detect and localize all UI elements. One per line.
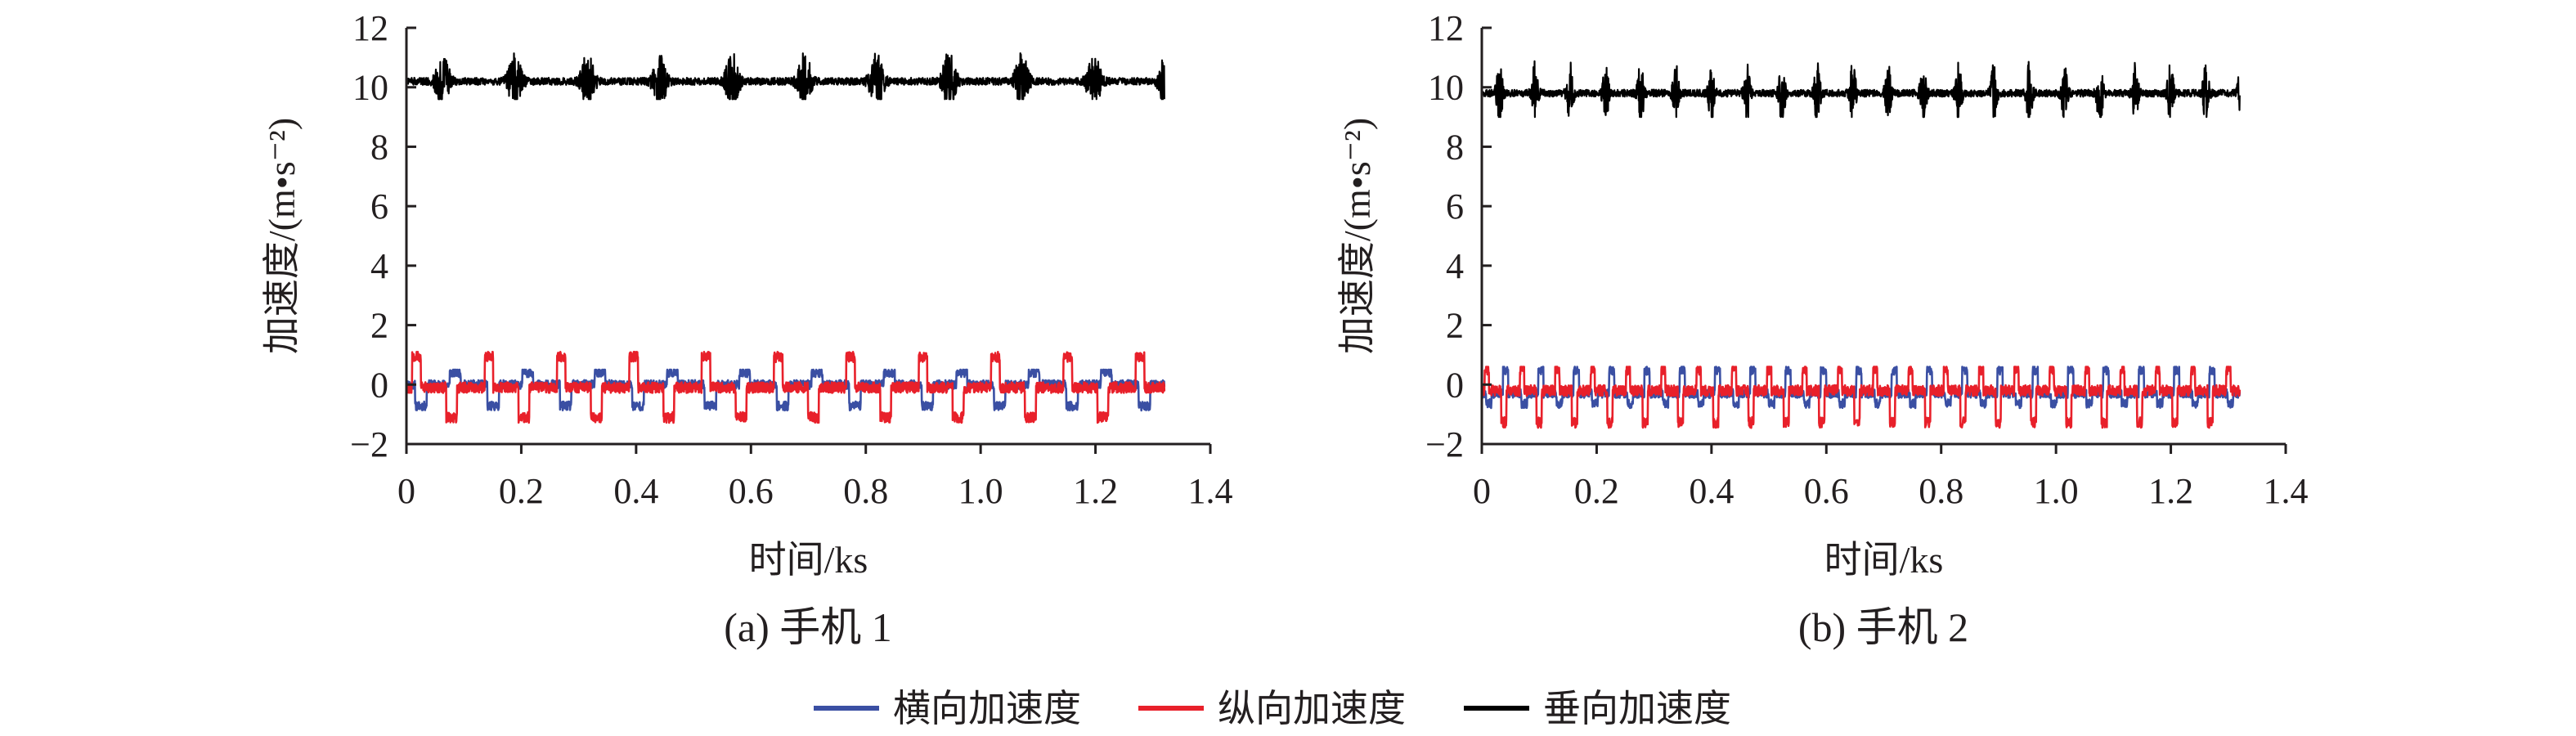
series-layer-a: [405, 52, 1166, 424]
x-ticks-a: 0 0.2 0.4 0.6 0.8 1.0 1.2 1.4: [397, 444, 1233, 511]
y-tick-label-a-5: 8: [370, 127, 388, 167]
y-tick-label-a-7: 12: [352, 8, 388, 48]
y-axis-label-b: 加速度/(m•s⁻²): [1336, 118, 1378, 354]
series-line-longitudinal-a: [405, 350, 1166, 424]
series-layer-b: [1480, 60, 2242, 429]
x-tick-label-b-2: 0.4: [1689, 471, 1734, 511]
legend: 横向加速度 纵向加速度 垂向加速度: [814, 688, 1731, 729]
series-line-vertical-a: [405, 52, 1165, 101]
y-tick-label-a-0: −2: [350, 424, 388, 464]
caption-a: (a) 手机 1: [724, 604, 892, 650]
series-line-lateral-a: [406, 368, 1166, 412]
x-tick-label-a-4: 0.8: [843, 471, 888, 511]
caption-b: (b) 手机 2: [1798, 604, 1968, 650]
x-tick-label-a-0: 0: [397, 471, 415, 511]
x-axis-label-b: 时间/ks: [1824, 539, 1944, 581]
y-tick-label-b-6: 10: [1428, 68, 1464, 108]
y-axis-label-a: 加速度/(m•s⁻²): [261, 118, 303, 354]
y-tick-label-a-4: 6: [370, 186, 388, 227]
y-tick-label-b-3: 4: [1446, 246, 1464, 286]
x-tick-label-a-2: 0.4: [613, 471, 658, 511]
x-tick-label-b-4: 0.8: [1919, 471, 1963, 511]
y-ticks-a: −2 0 2 4 6 8 10 12: [350, 8, 416, 464]
y-tick-label-a-1: 0: [370, 365, 388, 405]
x-tick-label-b-7: 1.4: [2264, 471, 2309, 511]
x-tick-label-b-3: 0.6: [1804, 471, 1849, 511]
legend-label-lateral: 横向加速度: [893, 688, 1081, 729]
y-tick-label-b-7: 12: [1428, 8, 1464, 48]
legend-entry-longitudinal: 纵向加速度: [1138, 688, 1406, 729]
x-tick-label-b-1: 0.2: [1574, 471, 1619, 511]
series-line-vertical-b: [1480, 60, 2241, 119]
x-tick-label-a-1: 0.2: [499, 471, 544, 511]
y-tick-label-b-1: 0: [1446, 365, 1464, 405]
x-tick-label-b-6: 1.2: [2148, 471, 2193, 511]
x-ticks-b: 0 0.2 0.4 0.6 0.8 1.0 1.2 1.4: [1473, 444, 2309, 511]
legend-entry-vertical: 垂向加速度: [1464, 688, 1731, 729]
legend-entry-lateral: 横向加速度: [814, 688, 1081, 729]
x-tick-label-a-3: 0.6: [729, 471, 774, 511]
x-tick-label-a-7: 1.4: [1188, 471, 1233, 511]
y-tick-label-a-6: 10: [352, 68, 388, 108]
x-tick-label-b-5: 1.0: [2034, 471, 2079, 511]
y-ticks-b: −2 0 2 4 6 8 10 12: [1425, 8, 1492, 464]
legend-label-vertical: 垂向加速度: [1543, 688, 1731, 729]
x-axis-label-a: 时间/ks: [749, 539, 868, 581]
y-tick-label-b-0: −2: [1425, 424, 1464, 464]
y-tick-label-b-2: 2: [1446, 306, 1464, 346]
y-tick-label-b-5: 8: [1446, 127, 1464, 167]
y-tick-label-a-2: 2: [370, 306, 388, 346]
x-tick-label-a-5: 1.0: [958, 471, 1003, 511]
x-tick-label-b-0: 0: [1473, 471, 1491, 511]
y-tick-label-a-3: 4: [370, 246, 388, 286]
x-tick-label-a-6: 1.2: [1073, 471, 1118, 511]
series-line-longitudinal-b: [1480, 366, 2242, 429]
legend-label-longitudinal: 纵向加速度: [1218, 688, 1406, 729]
y-tick-label-b-4: 6: [1446, 186, 1464, 227]
